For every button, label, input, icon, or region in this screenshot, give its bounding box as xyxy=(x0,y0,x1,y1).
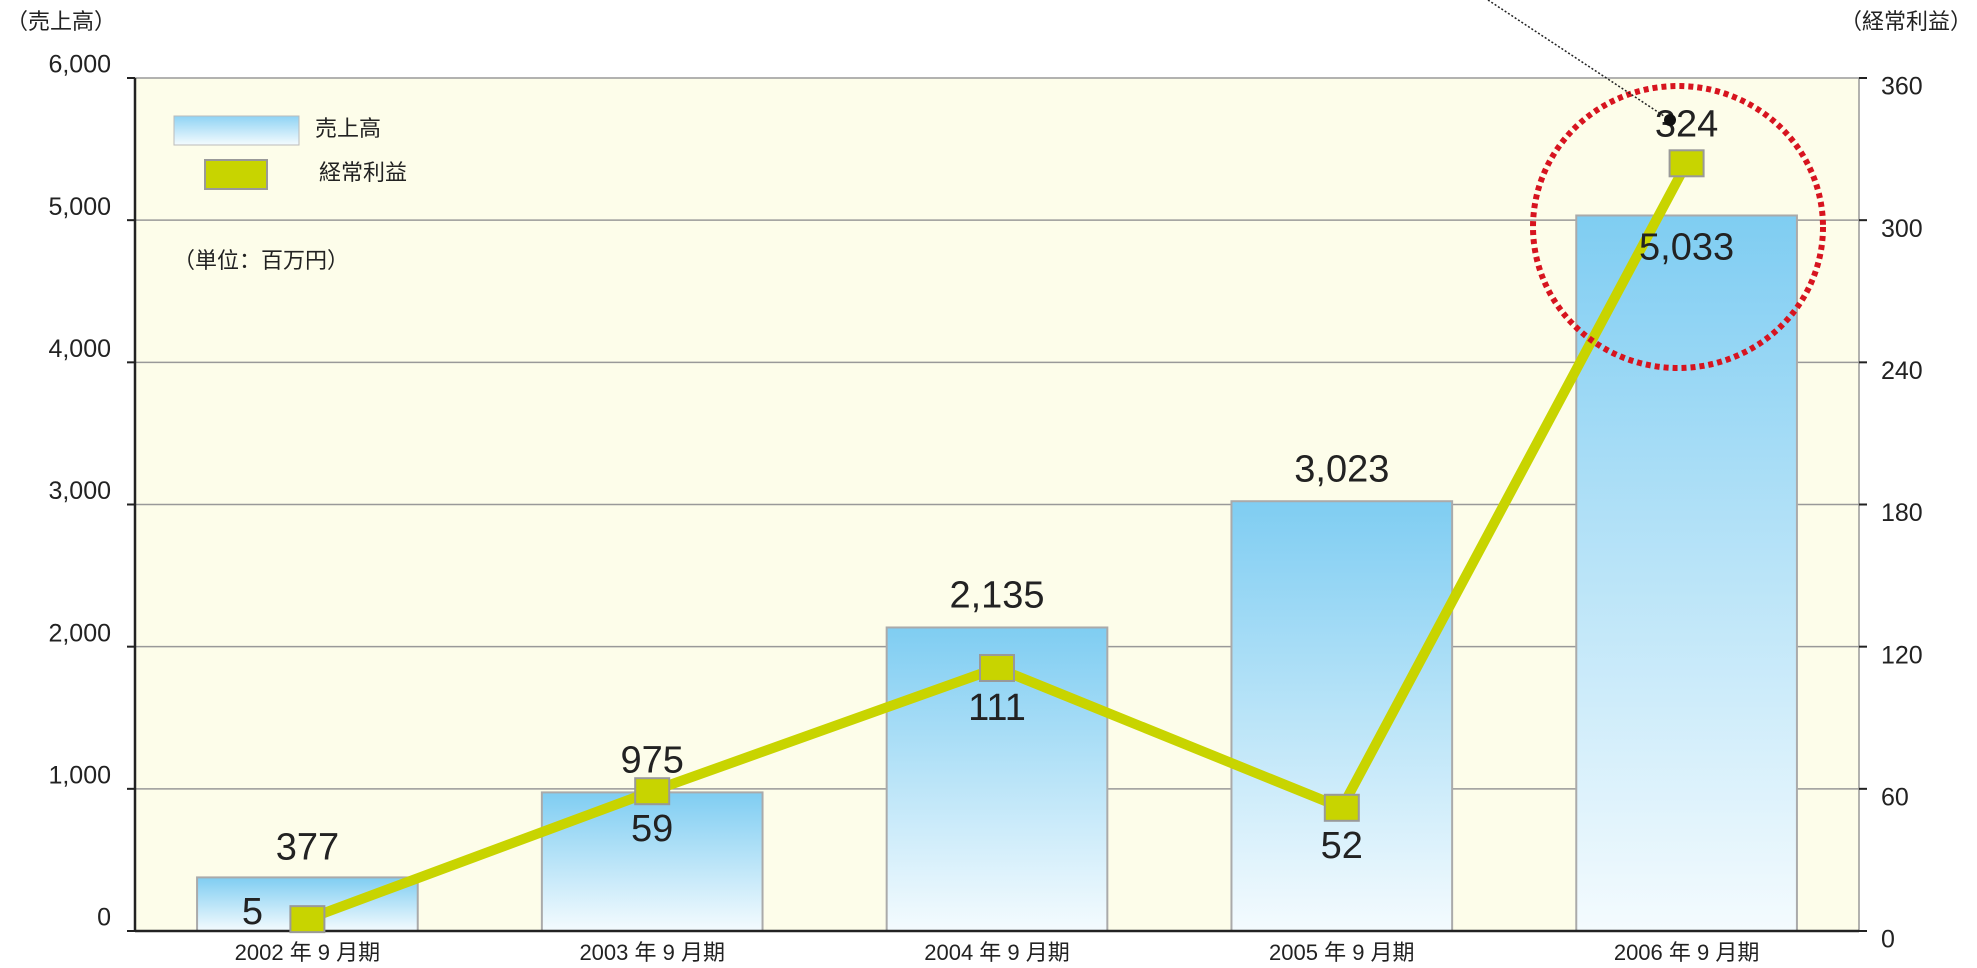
marker xyxy=(1323,793,1360,822)
bars xyxy=(196,214,1798,933)
x-tick-label: 2005 年 9 月期 xyxy=(1269,940,1415,965)
data-label: 377 xyxy=(276,826,339,868)
bar xyxy=(1230,500,1454,932)
legend-label: 売上高 xyxy=(315,116,381,141)
leader-dot xyxy=(1664,114,1676,126)
marker xyxy=(1668,149,1705,178)
marker xyxy=(634,777,671,806)
bar xyxy=(1575,214,1798,933)
y2-tick-label: 120 xyxy=(1881,641,1923,669)
y-tick-label: 2,000 xyxy=(48,619,111,647)
legend-swatch xyxy=(173,115,300,146)
data-label: 2,135 xyxy=(949,575,1044,617)
y-tick-label: 5,000 xyxy=(48,193,111,221)
highlight-circle xyxy=(1530,83,1826,371)
unit-note: （単位：百万円） xyxy=(173,248,349,273)
x-tick-label: 2002 年 9 月期 xyxy=(235,940,381,965)
y2-tick-label: 360 xyxy=(1881,73,1923,101)
marker xyxy=(289,905,326,934)
y2-axis-label: （経常利益） xyxy=(1840,9,1972,34)
y-tick-label: 4,000 xyxy=(48,335,111,363)
data-label: 59 xyxy=(631,808,673,850)
data-label: 52 xyxy=(1321,825,1363,867)
y-tick-label: 1,000 xyxy=(48,761,111,789)
y2-tick-label: 60 xyxy=(1881,783,1909,811)
y2-tick-label: 0 xyxy=(1881,926,1895,954)
x-tick-label: 2003 年 9 月期 xyxy=(579,940,725,965)
data-label: 5,033 xyxy=(1639,227,1734,269)
x-tick-label: 2006 年 9 月期 xyxy=(1614,940,1760,965)
data-label: 975 xyxy=(620,739,683,781)
data-label: 111 xyxy=(968,687,1026,729)
data-label: 5 xyxy=(242,891,263,933)
marker xyxy=(979,653,1015,682)
y2-tick-label: 300 xyxy=(1881,215,1923,243)
labels: 0 1,000 2,000 3,000 4,000 5,000 6,000 0 60 120 180… xyxy=(48,51,1922,965)
y-tick-label: 0 xyxy=(97,904,111,932)
y2-tick-label: 240 xyxy=(1881,357,1923,385)
grid xyxy=(127,77,1867,932)
data-label: 3,023 xyxy=(1294,448,1389,490)
legend-label: 経常利益 xyxy=(319,160,407,185)
y-tick-label: 6,000 xyxy=(48,51,111,79)
y2-tick-label: 180 xyxy=(1881,499,1923,527)
data-label: 324 xyxy=(1655,103,1718,145)
y-tick-label: 3,000 xyxy=(48,477,111,505)
y-axis-label: （売上高） xyxy=(6,9,116,34)
x-tick-label: 2004 年 9 月期 xyxy=(924,940,1070,965)
line-layer xyxy=(289,149,1705,934)
legend-swatch xyxy=(204,159,268,190)
